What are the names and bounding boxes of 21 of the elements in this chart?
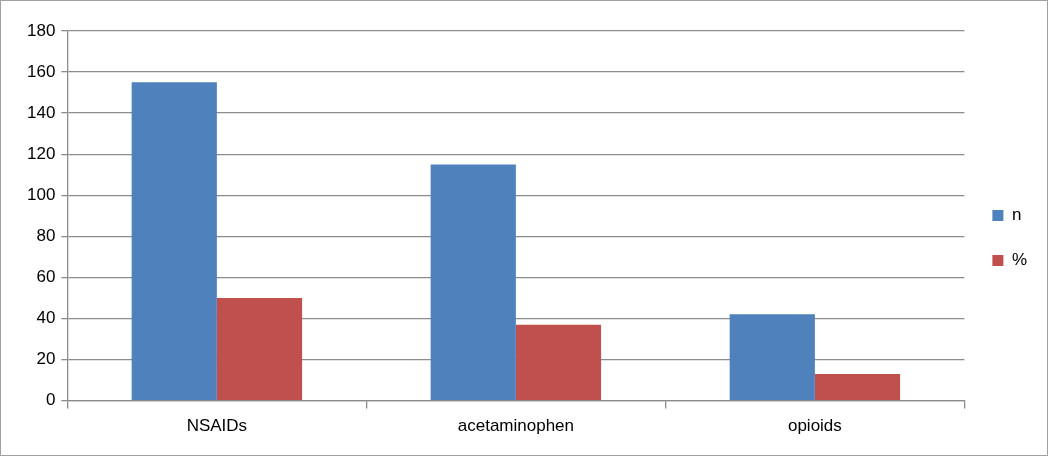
bar bbox=[814, 373, 901, 400]
y-tick-label: 120 bbox=[26, 143, 56, 163]
bar bbox=[430, 164, 516, 400]
bar bbox=[729, 314, 815, 400]
y-tick-label: 160 bbox=[26, 61, 56, 81]
y-tick-label: 60 bbox=[36, 267, 56, 287]
bar bbox=[131, 82, 217, 400]
y-tick-label: 180 bbox=[26, 20, 56, 40]
bar bbox=[216, 297, 303, 400]
x-tick-label: acetaminophen bbox=[457, 416, 575, 436]
legend-label: % bbox=[1011, 250, 1028, 270]
legend-label: n bbox=[1011, 205, 1022, 225]
x-tick-label: NSAIDs bbox=[186, 416, 248, 436]
y-tick-label: 40 bbox=[36, 308, 56, 328]
y-tick-label: 20 bbox=[36, 349, 56, 369]
x-tick-label: opioids bbox=[787, 416, 842, 436]
y-tick-label: 100 bbox=[26, 184, 56, 204]
y-tick-label: 0 bbox=[45, 390, 56, 410]
bar bbox=[515, 324, 602, 400]
y-tick-label: 80 bbox=[36, 226, 56, 246]
y-tick-label: 140 bbox=[26, 102, 56, 122]
